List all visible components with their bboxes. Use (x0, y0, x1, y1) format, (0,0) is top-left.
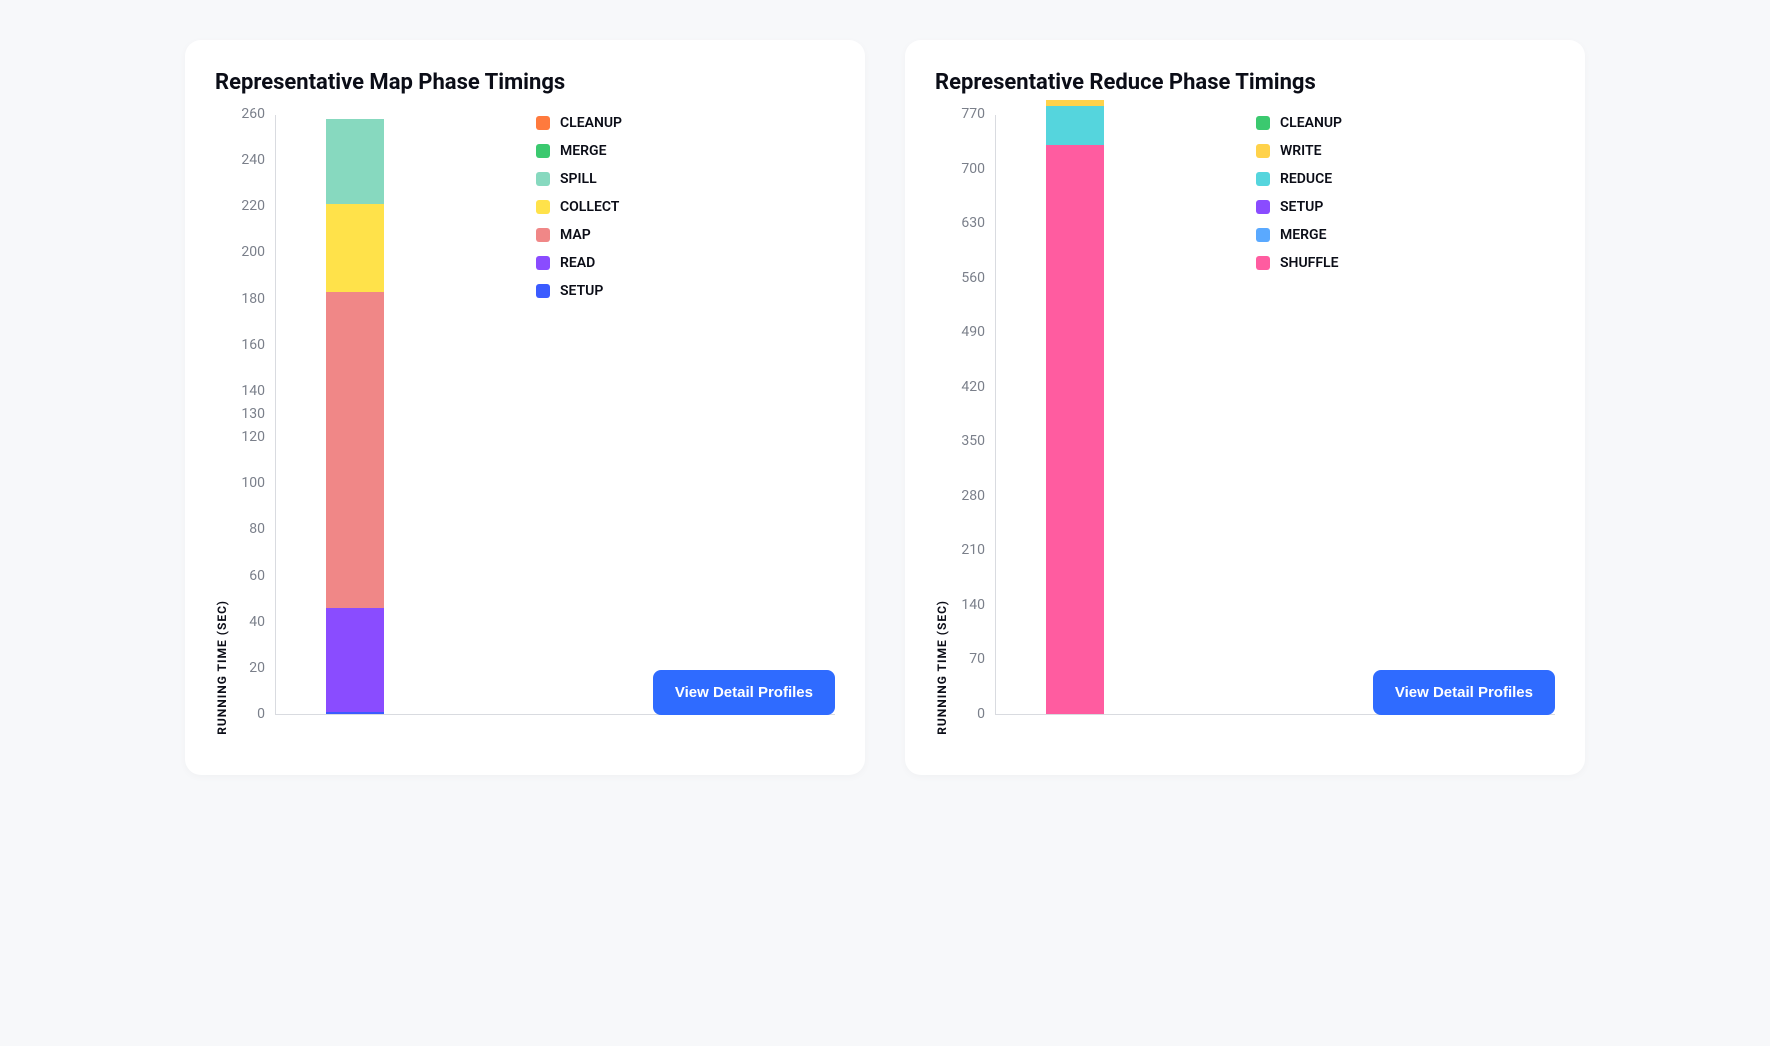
y-tick: 0 (977, 706, 985, 722)
bar-segment-read (326, 608, 384, 712)
legend-label: CLEANUP (1280, 115, 1342, 131)
legend-swatch (536, 144, 550, 158)
legend: CLEANUP MERGE SPILL COLLECT MAP READ SETUP (536, 115, 622, 311)
legend-label: SHUFFLE (1280, 255, 1339, 271)
y-tick: 240 (241, 152, 265, 168)
y-tick: 100 (241, 475, 265, 491)
legend-label: SPILL (560, 171, 597, 187)
legend-item-merge[interactable]: MERGE (536, 143, 622, 159)
chart-card-reduce: Representative Reduce Phase Timings RUNNI… (905, 40, 1585, 775)
legend-swatch (536, 200, 550, 214)
y-axis-label: RUNNING TIME (SEC) (935, 590, 949, 735)
legend: CLEANUP WRITE REDUCE SETUP MERGE SHUFFLE (1256, 115, 1342, 283)
y-tick: 200 (241, 244, 265, 260)
legend-item-collect[interactable]: COLLECT (536, 199, 622, 215)
legend-item-cleanup[interactable]: CLEANUP (536, 115, 622, 131)
chart-title: Representative Reduce Phase Timings (935, 70, 1555, 95)
legend-item-cleanup[interactable]: CLEANUP (1256, 115, 1342, 131)
view-detail-profiles-button[interactable]: View Detail Profiles (653, 670, 835, 715)
legend-label: MERGE (1280, 227, 1326, 243)
legend-swatch (1256, 228, 1270, 242)
y-tick: 20 (249, 660, 265, 676)
chart-card-map: Representative Map Phase Timings RUNNING … (185, 40, 865, 775)
y-tick: 560 (961, 270, 985, 286)
plot-area: CLEANUP MERGE SPILL COLLECT MAP READ SETUP (275, 115, 835, 715)
legend-swatch (1256, 172, 1270, 186)
y-tick: 70 (969, 651, 985, 667)
legend-label: SETUP (560, 283, 603, 299)
legend-label: REDUCE (1280, 171, 1332, 187)
legend-item-spill[interactable]: SPILL (536, 171, 622, 187)
legend-swatch (536, 256, 550, 270)
stacked-bar (326, 119, 384, 714)
legend-label: READ (560, 255, 595, 271)
y-axis: 770700630560490420350280210140700 (955, 115, 995, 715)
view-detail-profiles-button[interactable]: View Detail Profiles (1373, 670, 1555, 715)
legend-swatch (536, 116, 550, 130)
legend-swatch (1256, 256, 1270, 270)
legend-label: WRITE (1280, 143, 1322, 159)
legend-label: CLEANUP (560, 115, 622, 131)
legend-item-map[interactable]: MAP (536, 227, 622, 243)
legend-swatch (536, 284, 550, 298)
y-tick: 220 (241, 198, 265, 214)
y-tick: 260 (241, 106, 265, 122)
dashboard-container: Representative Map Phase Timings RUNNING … (185, 40, 1585, 775)
y-tick: 40 (249, 614, 265, 630)
bar-segment-collect (326, 204, 384, 292)
y-tick: 120 (241, 429, 265, 445)
legend-label: MAP (560, 227, 591, 243)
legend-label: MERGE (560, 143, 606, 159)
legend-label: COLLECT (560, 199, 619, 215)
legend-item-shuffle[interactable]: SHUFFLE (1256, 255, 1342, 271)
y-axis: 260240220200180160140130120100806040200 (235, 115, 275, 715)
y-tick: 140 (961, 597, 985, 613)
chart-title: Representative Map Phase Timings (215, 70, 835, 95)
legend-label: SETUP (1280, 199, 1323, 215)
legend-swatch (536, 172, 550, 186)
y-tick: 80 (249, 521, 265, 537)
stacked-bar (1046, 100, 1104, 714)
y-tick: 210 (961, 542, 985, 558)
y-tick: 0 (257, 706, 265, 722)
bar-segment-map (326, 292, 384, 608)
bar-segment-reduce (1046, 106, 1104, 145)
y-tick: 350 (961, 433, 985, 449)
plot-area: CLEANUP WRITE REDUCE SETUP MERGE SHUFFLE (995, 115, 1555, 715)
chart-area: RUNNING TIME (SEC)7707006305604904203502… (935, 115, 1555, 735)
bar-segment-spill (326, 119, 384, 204)
bar-segment-shuffle (1046, 145, 1104, 714)
legend-item-setup[interactable]: SETUP (1256, 199, 1342, 215)
y-tick: 420 (961, 379, 985, 395)
chart-area: RUNNING TIME (SEC)2602402202001801601401… (215, 115, 835, 735)
legend-item-read[interactable]: READ (536, 255, 622, 271)
y-tick: 700 (961, 161, 985, 177)
y-tick: 630 (961, 215, 985, 231)
y-tick: 770 (961, 106, 985, 122)
y-tick: 180 (241, 291, 265, 307)
legend-item-setup[interactable]: SETUP (536, 283, 622, 299)
y-axis-label: RUNNING TIME (SEC) (215, 590, 229, 735)
y-tick: 60 (249, 568, 265, 584)
legend-item-merge[interactable]: MERGE (1256, 227, 1342, 243)
legend-item-reduce[interactable]: REDUCE (1256, 171, 1342, 187)
y-tick: 130 (241, 406, 265, 422)
legend-swatch (536, 228, 550, 242)
legend-swatch (1256, 116, 1270, 130)
y-tick: 280 (961, 488, 985, 504)
y-tick: 160 (241, 337, 265, 353)
legend-swatch (1256, 200, 1270, 214)
y-tick: 490 (961, 324, 985, 340)
legend-item-write[interactable]: WRITE (1256, 143, 1342, 159)
y-tick: 140 (241, 383, 265, 399)
bar-segment-setup (326, 712, 384, 714)
legend-swatch (1256, 144, 1270, 158)
